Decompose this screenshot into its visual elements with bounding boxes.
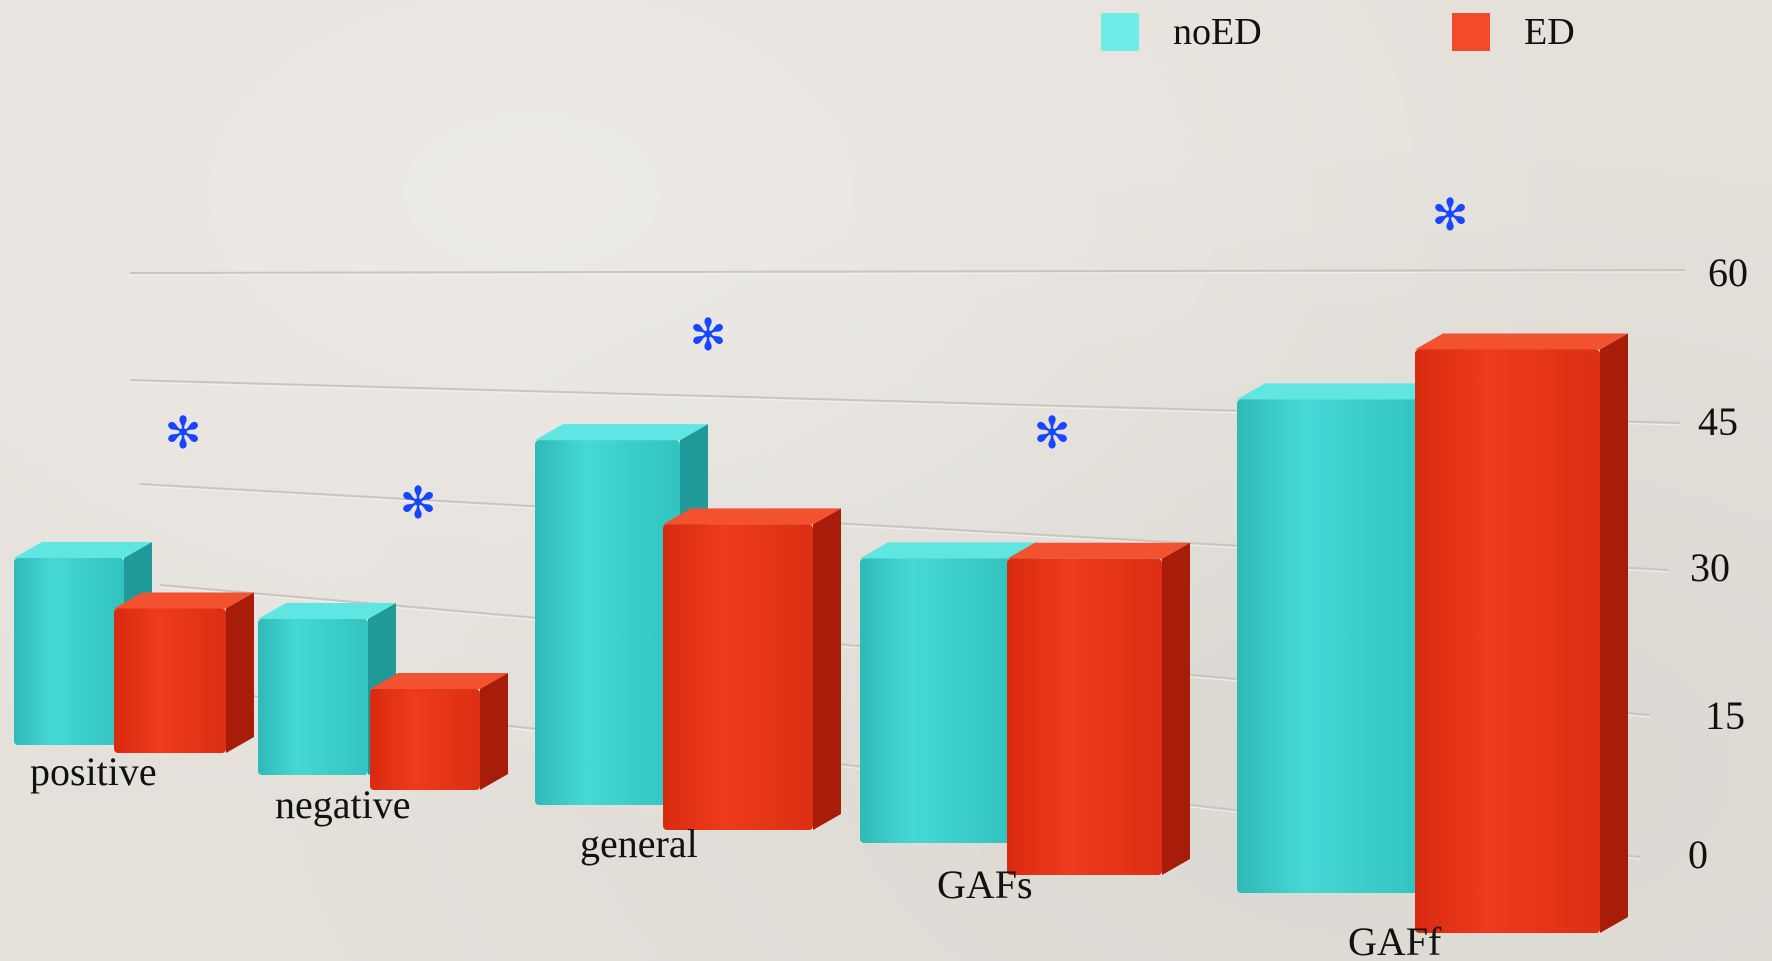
bar-front-ed (1007, 558, 1162, 875)
significance-marker-GAFf: ✻ (1432, 190, 1469, 241)
bar-top-ed (1007, 542, 1190, 559)
bar-ed-positive (114, 592, 254, 753)
legend-swatch-ed (1452, 13, 1490, 51)
bar-top-noed (14, 542, 152, 558)
bar-top-ed (114, 592, 254, 609)
bar-front-noed (535, 440, 680, 805)
bar-front-ed (114, 608, 226, 753)
bar-front-ed (663, 524, 813, 830)
bars (14, 333, 1628, 933)
bar-top-noed (258, 602, 396, 619)
category-label-negative: negative (275, 782, 411, 827)
y-tick-label: 45 (1698, 399, 1738, 444)
bar-top-noed (1237, 383, 1455, 400)
bar-ed-GAFf (1415, 333, 1628, 933)
significance-markers: ✻ ✻ ✻ ✻ ✻ (165, 190, 1469, 529)
significance-marker-GAFs: ✻ (1034, 408, 1071, 459)
bar-top-noed (860, 542, 1038, 559)
bar-side-ed (1162, 542, 1190, 875)
bar-front-noed (1237, 399, 1427, 893)
bar-ed-general (663, 508, 841, 830)
bar-side-ed (480, 673, 508, 790)
y-tick-label: 60 (1708, 250, 1748, 295)
y-axis-ticks: 0 15 30 45 60 (1688, 250, 1748, 877)
bar-top-ed (663, 508, 841, 525)
y-tick-label: 0 (1688, 832, 1708, 877)
gridline-60 (129, 269, 1686, 274)
category-label-GAFs: GAFs (937, 862, 1033, 907)
bar-side-ed (813, 508, 841, 830)
legend-item-ed: ED (1452, 11, 1575, 53)
category-labels: positive negative general GAFs GAFf (30, 749, 1442, 961)
bar-ed-negative (370, 673, 508, 790)
gridline-highlight-60 (129, 271, 1686, 276)
bar-side-ed (1600, 333, 1628, 933)
category-label-general: general (580, 821, 698, 866)
category-label-positive: positive (30, 749, 157, 794)
bar-top-ed (370, 673, 508, 690)
legend-item-noed: noED (1101, 11, 1262, 53)
y-tick-label: 30 (1690, 545, 1730, 590)
bar-front-noed (860, 558, 1010, 843)
bar-front-noed (258, 618, 368, 775)
legend-label-ed: ED (1524, 11, 1575, 53)
bar-front-noed (14, 558, 124, 745)
category-label-GAFf: GAFf (1348, 919, 1442, 961)
bar-front-ed (1415, 349, 1600, 933)
legend-swatch-noed (1101, 13, 1139, 51)
significance-marker-positive: ✻ (165, 408, 202, 459)
legend-label-noed: noED (1173, 11, 1262, 53)
bar-top-noed (535, 424, 708, 441)
y-tick-label: 15 (1705, 693, 1745, 738)
significance-marker-negative: ✻ (400, 478, 437, 529)
bar-ed-GAFs (1007, 542, 1190, 875)
significance-marker-general: ✻ (690, 310, 727, 361)
bar-top-ed (1415, 333, 1628, 350)
bar-side-ed (226, 592, 254, 753)
bar-front-ed (370, 689, 480, 790)
